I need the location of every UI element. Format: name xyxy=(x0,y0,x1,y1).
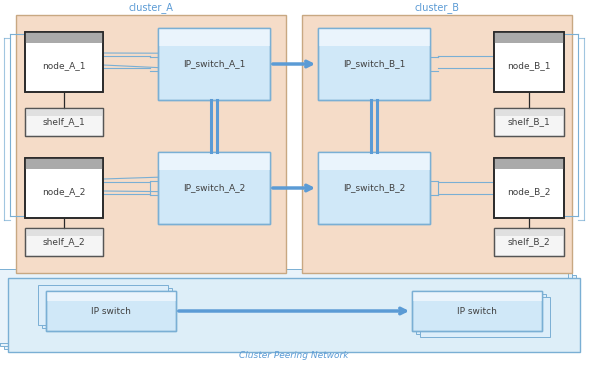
Bar xyxy=(8,278,580,352)
Bar xyxy=(25,32,103,92)
Text: shelf_A_2: shelf_A_2 xyxy=(42,238,85,246)
Bar xyxy=(25,228,103,256)
Bar xyxy=(25,108,103,116)
Bar xyxy=(158,28,270,100)
Bar xyxy=(25,158,103,218)
Bar xyxy=(420,297,550,337)
Bar xyxy=(46,291,176,331)
Text: shelf_B_2: shelf_B_2 xyxy=(508,238,550,246)
Text: IP_switch_A_2: IP_switch_A_2 xyxy=(183,184,245,192)
Text: Cluster Peering Network: Cluster Peering Network xyxy=(239,351,349,361)
Text: cluster_A: cluster_A xyxy=(128,3,173,14)
Bar xyxy=(494,228,564,256)
Bar xyxy=(46,291,176,331)
Bar xyxy=(494,32,564,43)
Bar xyxy=(25,108,103,136)
Bar xyxy=(494,108,564,136)
Bar xyxy=(494,108,564,136)
Bar xyxy=(412,291,542,301)
Text: shelf_A_1: shelf_A_1 xyxy=(42,118,85,127)
Bar xyxy=(302,15,572,273)
Text: node_A_2: node_A_2 xyxy=(42,188,85,196)
Bar xyxy=(25,32,103,92)
Bar xyxy=(0,269,568,343)
Text: node_A_1: node_A_1 xyxy=(42,61,86,70)
Bar xyxy=(158,152,270,224)
Bar xyxy=(25,32,103,43)
Bar xyxy=(412,291,542,331)
Bar xyxy=(25,108,103,136)
Bar xyxy=(494,158,564,218)
Bar xyxy=(38,285,168,325)
Bar xyxy=(494,158,564,218)
Bar xyxy=(42,288,172,328)
Bar xyxy=(416,294,546,334)
Bar xyxy=(25,228,103,237)
Text: cluster_B: cluster_B xyxy=(415,3,459,14)
Bar xyxy=(158,28,270,100)
Bar xyxy=(318,152,430,224)
Text: node_B_1: node_B_1 xyxy=(507,61,551,70)
Bar xyxy=(25,158,103,169)
Text: IP switch: IP switch xyxy=(457,307,497,315)
Text: IP_switch_B_2: IP_switch_B_2 xyxy=(343,184,405,192)
Bar xyxy=(25,228,103,256)
Bar xyxy=(158,28,270,46)
Bar xyxy=(16,15,286,273)
Bar xyxy=(158,152,270,170)
Bar xyxy=(494,228,564,237)
Bar xyxy=(0,272,572,346)
Bar xyxy=(318,152,430,170)
Bar xyxy=(494,158,564,169)
Bar xyxy=(46,291,176,301)
Bar xyxy=(494,32,564,92)
Bar xyxy=(494,108,564,116)
Text: IP_switch_A_1: IP_switch_A_1 xyxy=(183,59,245,69)
Bar xyxy=(318,152,430,224)
Bar xyxy=(158,152,270,224)
Text: node_B_2: node_B_2 xyxy=(507,188,551,196)
Bar xyxy=(412,291,542,331)
Bar xyxy=(4,275,576,349)
Text: IP_switch_B_1: IP_switch_B_1 xyxy=(343,59,405,69)
Text: shelf_B_1: shelf_B_1 xyxy=(508,118,550,127)
Bar xyxy=(318,28,430,46)
Bar xyxy=(494,32,564,92)
Bar xyxy=(25,158,103,218)
Bar xyxy=(494,228,564,256)
Text: IP switch: IP switch xyxy=(91,307,131,315)
Bar xyxy=(318,28,430,100)
Bar xyxy=(318,28,430,100)
